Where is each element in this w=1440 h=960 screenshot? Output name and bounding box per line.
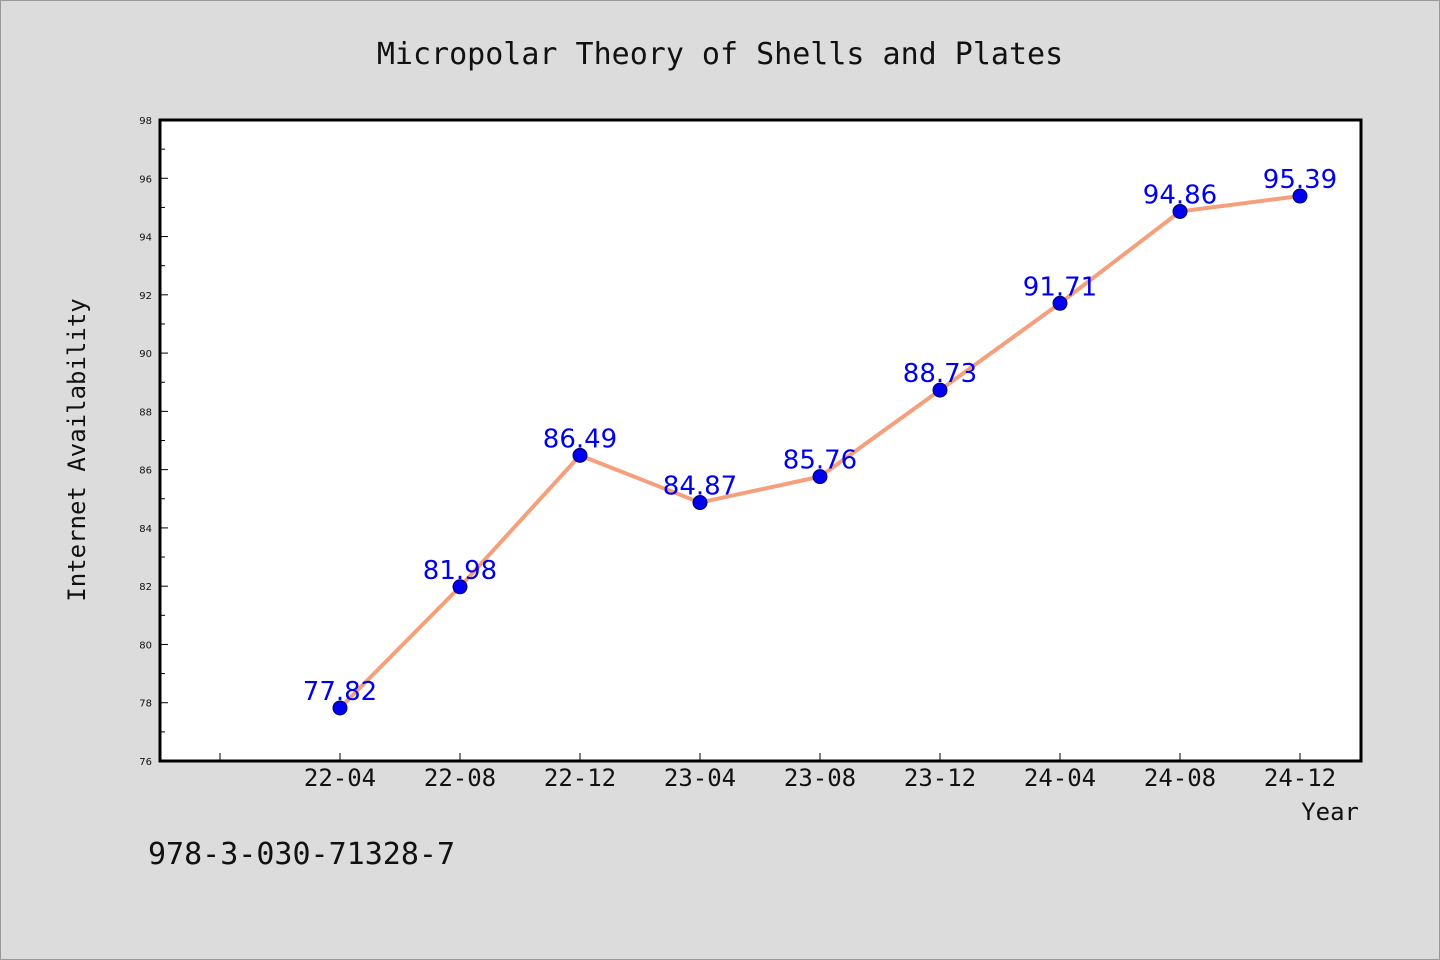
- data-label: 84.87: [663, 472, 737, 502]
- x-tick-label: 23-04: [664, 764, 736, 792]
- y-tick-label: 76: [139, 757, 152, 768]
- data-point: [692, 495, 708, 511]
- data-point: [1292, 188, 1308, 204]
- x-axis: 22-04 22-08 22-12 23-04 23-08 23-12 24-04 24-08…: [219, 753, 1336, 792]
- y-tick-label: 88: [139, 407, 152, 418]
- x-tick-label: 24-04: [1024, 764, 1096, 792]
- chart-title: Micropolar Theory of Shells and Plates: [377, 37, 1063, 72]
- data-point: [452, 579, 468, 595]
- y-axis: 76 78 80 82 84 86 88 90 92 94 96 98: [139, 116, 168, 768]
- isbn-annotation: 978-3-030-71328-7: [148, 837, 455, 872]
- data-point: [1052, 295, 1068, 311]
- y-tick-label: 82: [139, 582, 152, 593]
- y-tick-label: 94: [139, 233, 152, 244]
- y-tick-label: 96: [139, 174, 152, 185]
- x-tick-label: 22-12: [544, 764, 616, 792]
- data-point: [932, 382, 948, 398]
- data-point: [812, 469, 828, 485]
- data-label: 94.86: [1143, 180, 1217, 210]
- data-point: [1172, 203, 1188, 219]
- data-label: 95.39: [1263, 165, 1337, 195]
- y-tick-label: 86: [139, 466, 152, 477]
- x-tick-label: 24-12: [1264, 764, 1336, 792]
- data-points: [332, 188, 1308, 716]
- y-tick-label: 80: [139, 640, 152, 651]
- data-labels: 77.82 81.98 86.49 84.87 85.76 88.73 91.71 94.86…: [303, 165, 1337, 707]
- y-tick-label: 92: [139, 291, 152, 302]
- x-tick-label: 22-08: [424, 764, 496, 792]
- y-tick-label: 90: [139, 349, 152, 360]
- y-tick-label: 84: [139, 524, 152, 535]
- data-label: 81.98: [423, 556, 497, 586]
- data-label: 91.71: [1023, 272, 1097, 302]
- y-axis-title: Internet Availability: [63, 298, 91, 601]
- y-tick-label: 98: [139, 116, 152, 127]
- data-label: 85.76: [783, 446, 857, 476]
- data-point: [572, 447, 588, 463]
- data-point: [332, 700, 348, 716]
- x-tick-label: 23-08: [784, 764, 856, 792]
- y-tick-label: 78: [139, 699, 152, 710]
- x-tick-label: 24-08: [1144, 764, 1216, 792]
- x-axis-title: Year: [1301, 798, 1359, 826]
- data-label: 86.49: [543, 424, 617, 454]
- x-tick-label: 22-04: [304, 764, 376, 792]
- data-label: 88.73: [903, 359, 977, 389]
- x-tick-label: 23-12: [904, 764, 976, 792]
- data-label: 77.82: [303, 677, 377, 707]
